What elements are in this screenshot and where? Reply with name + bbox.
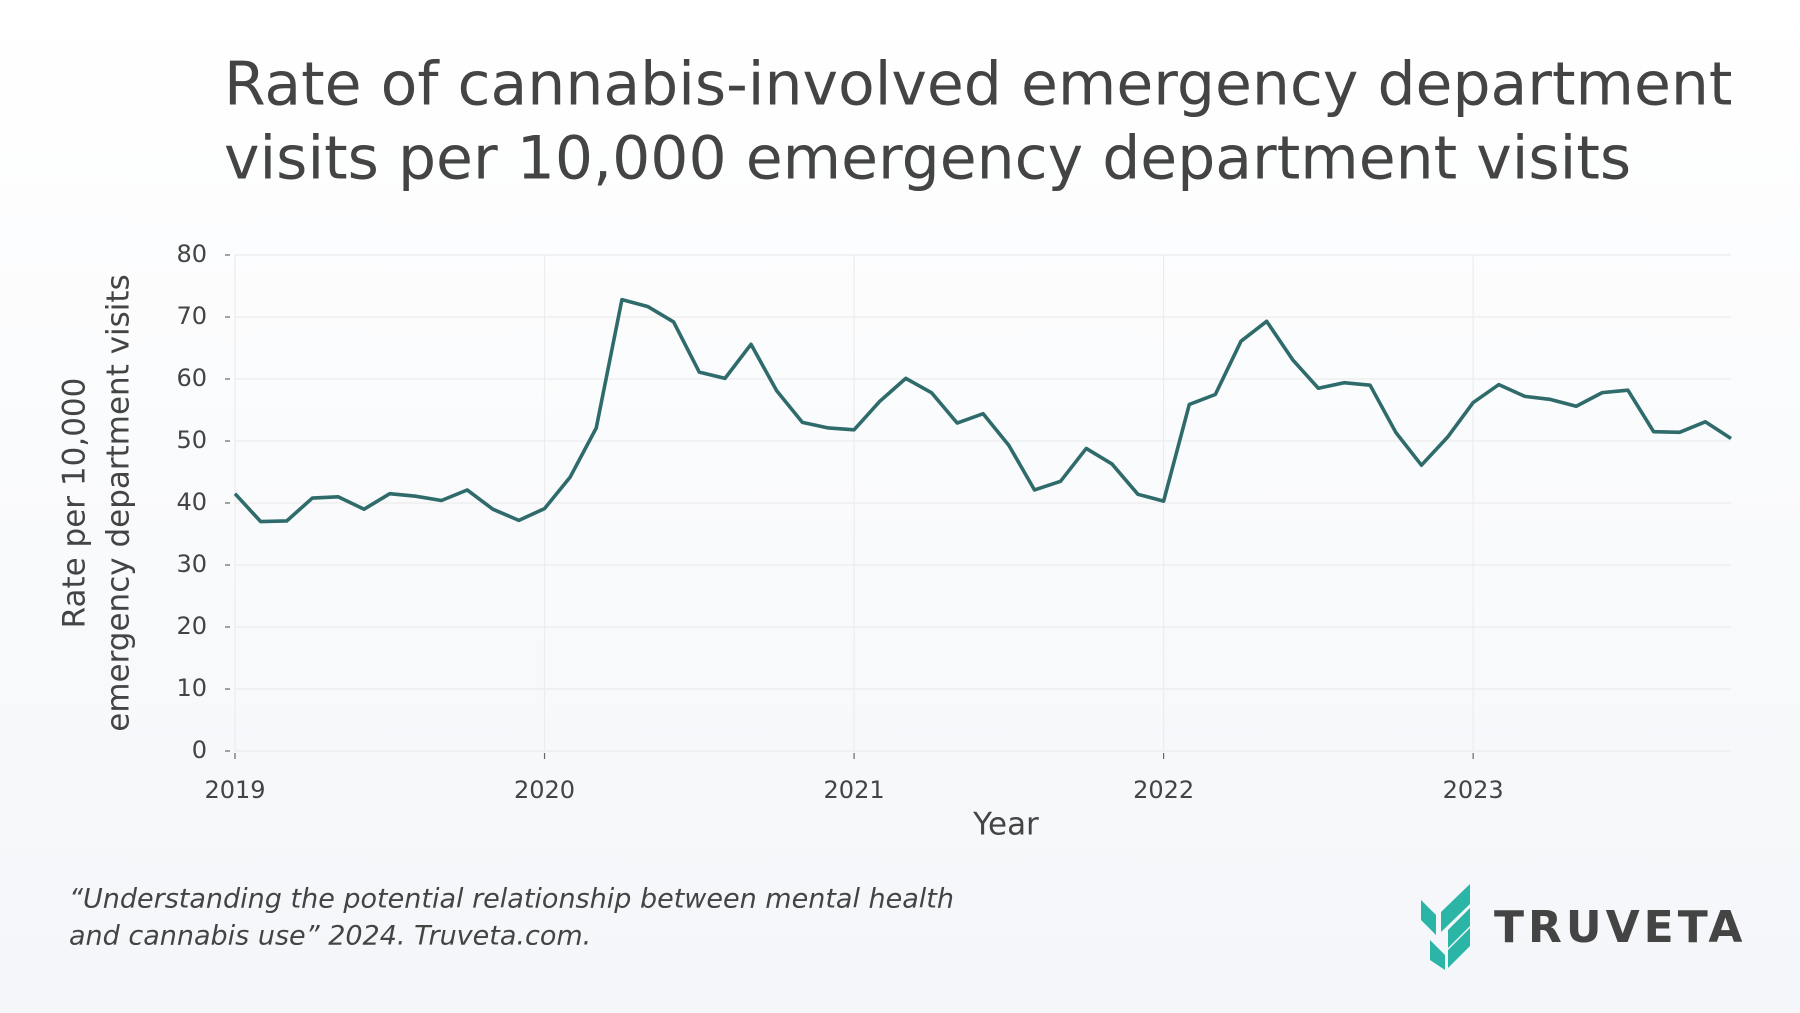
y-tick-label: 60 bbox=[176, 364, 207, 392]
x-tick-label: 2019 bbox=[204, 776, 265, 804]
chart-title: Rate of cannabis-involved emergency depa… bbox=[224, 50, 1732, 120]
y-tick-label: 50 bbox=[176, 426, 207, 454]
x-tick-label: 2020 bbox=[514, 776, 575, 804]
y-tick-label: 20 bbox=[176, 612, 207, 640]
chart-title: visits per 10,000 emergency department v… bbox=[224, 124, 1631, 194]
source: “Understanding the potential relationshi… bbox=[69, 884, 954, 915]
logo-text: TRUVETA bbox=[1494, 902, 1746, 953]
y-tick-label: 40 bbox=[176, 488, 207, 516]
x-axis-label: Year bbox=[972, 807, 1039, 843]
line bbox=[233, 297, 1732, 524]
y-tick-label: 70 bbox=[176, 302, 207, 330]
x-tick-label: 2022 bbox=[1133, 776, 1194, 804]
x-tick-label: 2021 bbox=[824, 776, 885, 804]
y-axis-label: emergency department visits bbox=[101, 274, 137, 731]
y-tick-label: 0 bbox=[192, 736, 207, 764]
logo-icon bbox=[1421, 884, 1470, 970]
y-tick-label: 30 bbox=[176, 550, 207, 578]
x-tick-label: 2023 bbox=[1443, 776, 1504, 804]
source: and cannabis use” 2024. Truveta.com. bbox=[69, 921, 591, 952]
y-tick-label: 10 bbox=[176, 674, 207, 702]
y-axis-label: Rate per 10,000 bbox=[57, 378, 93, 629]
y-tick-label: 80 bbox=[176, 240, 207, 268]
